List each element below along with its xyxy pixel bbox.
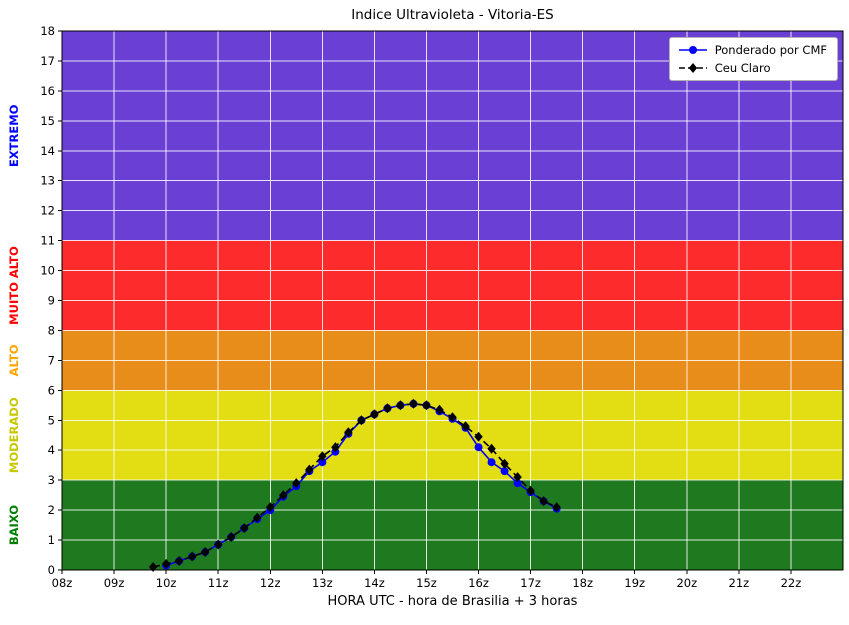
- y-tick-label: 14: [40, 144, 55, 158]
- marker-ceu-claro: [200, 547, 210, 558]
- marker-ceu-claro: [227, 532, 236, 543]
- band-labels: BAIXO MODERADO ALTO MUITO ALTO EXTREMO: [7, 104, 21, 545]
- legend-swatch-ceu-claro-icon: [678, 63, 707, 73]
- band-label-moderado: MODERADO: [7, 397, 21, 473]
- marker-ceu-claro: [344, 427, 353, 438]
- marker-ponderado-por-cmf: [500, 467, 509, 476]
- marker-ponderado-por-cmf: [487, 458, 496, 467]
- y-tick-label: 17: [40, 54, 55, 68]
- x-tick-label: 15z: [416, 576, 437, 590]
- marker-ceu-claro: [279, 490, 288, 501]
- marker-ceu-claro: [161, 559, 171, 570]
- x-tick-label: 14z: [364, 576, 385, 590]
- x-tick-label: 10z: [156, 576, 177, 590]
- band-label-extremo: EXTREMO: [7, 104, 21, 167]
- y-tick-label: 12: [40, 204, 55, 218]
- y-tick-label: 15: [40, 114, 55, 128]
- marker-ceu-claro: [409, 398, 418, 409]
- series-ceu-claro: [148, 398, 561, 573]
- marker-ceu-claro: [318, 451, 327, 462]
- y-tick-label: 8: [48, 323, 55, 337]
- legend: Ponderado por CMF Ceu Claro: [668, 37, 838, 81]
- y-tick-label: 13: [40, 174, 55, 188]
- chart-title: Indice Ultravioleta - Vitoria-ES: [351, 7, 554, 23]
- marker-ceu-claro: [422, 400, 431, 411]
- marker-ceu-claro: [148, 562, 158, 573]
- band-moderado: [62, 390, 843, 481]
- marker-ceu-claro: [240, 523, 249, 534]
- risk-bands: [62, 31, 843, 570]
- y-tick-label: 5: [48, 413, 55, 427]
- x-tick-label: 12z: [260, 576, 281, 590]
- marker-ponderado-por-cmf: [318, 458, 327, 467]
- x-tick-label: 08z: [52, 576, 73, 590]
- legend-label-ponderado: Ponderado por CMF: [714, 43, 827, 57]
- marker-ceu-claro: [487, 443, 496, 454]
- marker-ceu-claro: [214, 539, 223, 550]
- marker-ceu-claro: [461, 421, 470, 432]
- y-tick-label: 3: [48, 473, 55, 487]
- y-tick-label: 10: [40, 264, 55, 278]
- y-tick-label: 16: [40, 84, 55, 98]
- marker-ceu-claro: [253, 512, 262, 523]
- x-tick-label: 13z: [312, 576, 333, 590]
- grid-lines: [61, 30, 843, 571]
- y-tick-label: 0: [48, 563, 55, 577]
- x-tick-label: 16z: [468, 576, 489, 590]
- band-label-baixo: BAIXO: [7, 505, 21, 545]
- legend-swatch-ponderado-icon: [678, 46, 707, 54]
- marker-ceu-claro: [174, 556, 184, 567]
- x-tick-label: 09z: [104, 576, 125, 590]
- marker-ceu-claro: [474, 431, 483, 442]
- marker-ceu-claro: [370, 409, 379, 420]
- marker-ceu-claro: [396, 400, 405, 411]
- marker-ceu-claro: [526, 485, 535, 496]
- x-tick-label: 17z: [520, 576, 541, 590]
- y-tick-label: 7: [48, 353, 55, 367]
- marker-ceu-claro: [448, 412, 457, 423]
- marker-ponderado-por-cmf: [513, 479, 522, 488]
- x-tick-label: 18z: [572, 576, 593, 590]
- marker-ceu-claro: [539, 496, 548, 507]
- y-tick-label: 4: [48, 443, 55, 457]
- legend-label-ceu-claro: Ceu Claro: [714, 61, 771, 75]
- y-tick-label: 2: [48, 503, 55, 517]
- marker-ceu-claro: [266, 502, 275, 513]
- legend-item-ceu-claro: Ceu Claro: [678, 61, 827, 75]
- y-tick-label: 11: [40, 234, 55, 248]
- marker-ceu-claro: [292, 478, 301, 489]
- marker-ceu-claro: [187, 551, 197, 562]
- marker-ponderado-por-cmf: [474, 443, 483, 452]
- marker-ceu-claro: [435, 404, 444, 415]
- y-tick-label: 6: [48, 383, 55, 397]
- marker-ceu-claro: [305, 464, 314, 475]
- band-label-muito-alto: MUITO ALTO: [7, 246, 21, 325]
- x-tick-label: 11z: [208, 576, 229, 590]
- marker-ceu-claro: [500, 458, 509, 469]
- marker-ceu-claro: [331, 442, 340, 453]
- x-axis-ticks: 08z 09z 10z 11z 12z 13z 14z 15z 16z 17z 18z 19z 20z 2…: [52, 570, 802, 590]
- band-muito-alto: [62, 240, 843, 331]
- x-tick-label: 20z: [676, 576, 697, 590]
- x-tick-label: 21z: [729, 576, 750, 590]
- y-tick-label: 1: [48, 533, 55, 547]
- marker-ceu-claro: [357, 415, 366, 426]
- band-label-alto: ALTO: [7, 344, 21, 376]
- x-tick-label: 22z: [781, 576, 802, 590]
- x-tick-label: 19z: [624, 576, 645, 590]
- marker-ceu-claro: [383, 403, 392, 414]
- marker-ceu-claro: [513, 472, 522, 483]
- x-axis-label: HORA UTC - hora de Brasilia + 3 horas: [327, 594, 578, 609]
- y-tick-label: 9: [48, 294, 55, 308]
- y-tick-label: 18: [40, 24, 55, 38]
- legend-item-ponderado: Ponderado por CMF: [678, 43, 827, 57]
- marker-ceu-claro: [552, 502, 561, 513]
